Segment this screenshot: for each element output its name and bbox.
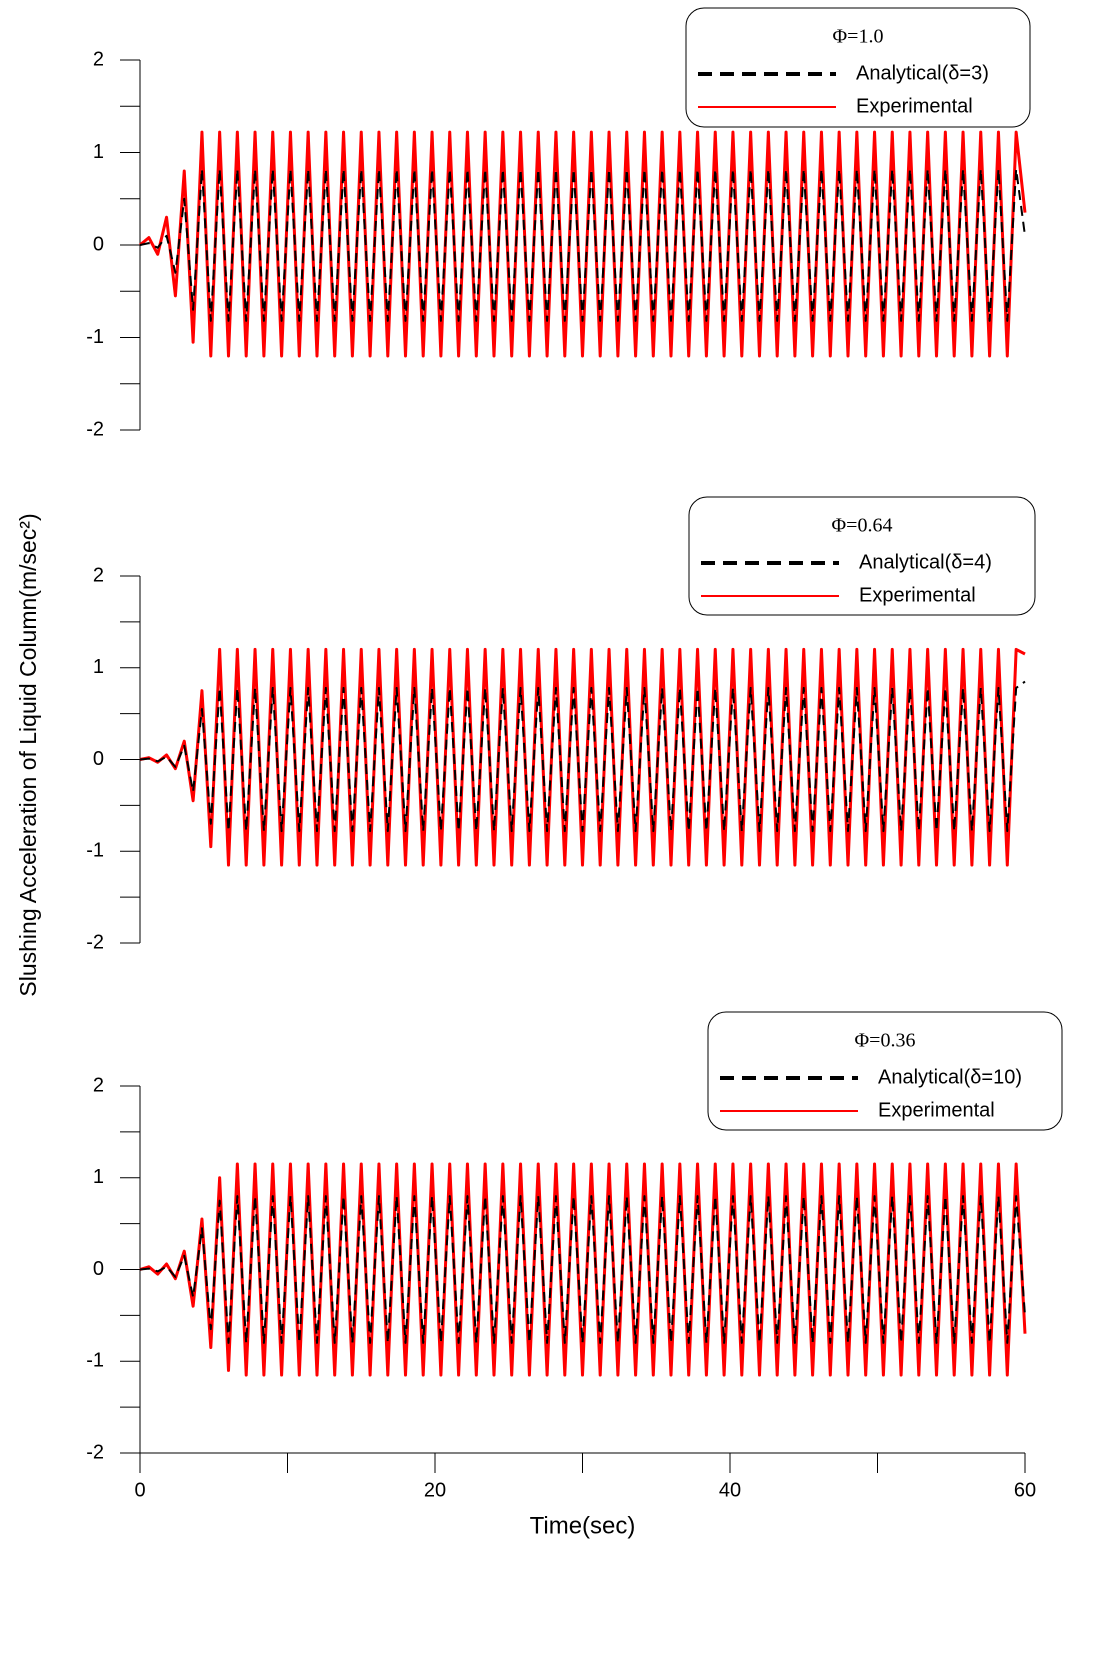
y-tick-label: 2 [93, 564, 104, 586]
legend-title: Φ=0.36 [855, 1030, 916, 1052]
y-tick-label: -1 [86, 326, 104, 348]
y-tick-label: 1 [93, 656, 104, 678]
y-tick-label: 1 [93, 141, 104, 163]
legend-label: Experimental [856, 95, 973, 117]
legend-label: Analytical(δ=10) [878, 1066, 1022, 1088]
legend-label: Experimental [859, 584, 976, 606]
y-tick-label: -2 [86, 931, 104, 953]
data-line [139, 130, 1027, 358]
y-tick-label: 2 [93, 1074, 104, 1096]
legend-label: Experimental [878, 1099, 995, 1121]
y-tick-label: -2 [86, 1441, 104, 1463]
y-tick-label: -1 [86, 1350, 104, 1372]
y-tick-label: 0 [93, 1258, 104, 1280]
y-tick-label: 2 [93, 48, 104, 70]
x-tick-label: 0 [134, 1479, 145, 1501]
x-tick-label: 60 [1014, 1479, 1036, 1501]
x-tick-label: 40 [719, 1479, 741, 1501]
legend-title: Φ=0.64 [832, 515, 893, 537]
data-line [139, 168, 1026, 322]
legend-title: Φ=1.0 [833, 26, 884, 48]
y-tick-label: -1 [86, 840, 104, 862]
y-tick-label: 1 [93, 1166, 104, 1188]
y-tick-label: -2 [86, 418, 104, 440]
data-line [139, 680, 1026, 833]
legend-label: Analytical(δ=4) [859, 551, 992, 573]
y-tick-label: 0 [93, 748, 104, 770]
legend-box [707, 1011, 1063, 1131]
y-axis-label: Slushing Acceleration of Liquid Column(m… [15, 513, 41, 996]
x-axis-label: Time(sec) [530, 1512, 636, 1539]
data-line [139, 647, 1026, 867]
data-line [139, 1195, 1026, 1344]
y-tick-label: 0 [93, 233, 104, 255]
legend: Φ=0.36 Analytical(δ=10) Experimental [707, 1011, 1063, 1131]
legend: Φ=0.64 Analytical(δ=4) Experimental [688, 496, 1036, 616]
legend-box [685, 7, 1031, 128]
legend-box [688, 496, 1036, 616]
x-tick-label: 20 [424, 1479, 446, 1501]
legend-label: Analytical(δ=3) [856, 62, 989, 84]
legend: Φ=1.0 Analytical(δ=3) Experimental [685, 7, 1031, 128]
